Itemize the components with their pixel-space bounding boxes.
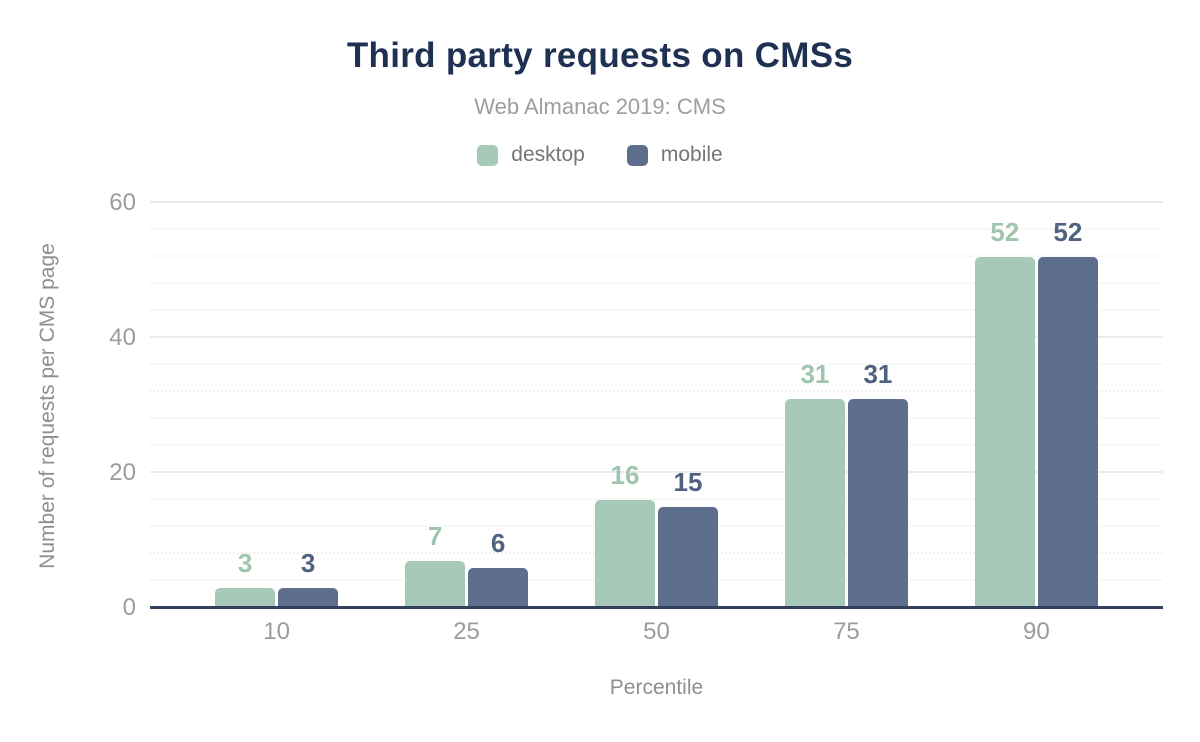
bar-value-label: 6 — [490, 527, 506, 558]
bar-value-label: 7 — [427, 520, 443, 551]
bar-value-label: 52 — [1053, 217, 1083, 247]
x-tick-label: 50 — [643, 618, 670, 645]
bar-value-label: 16 — [610, 460, 640, 490]
plot-area: 3 3 7 6 16 15 31 31 52 52 — [150, 201, 1163, 609]
bar-value-label: 31 — [863, 358, 893, 389]
bar-mobile-p25[interactable] — [468, 567, 529, 608]
bar-desktop-p75[interactable] — [784, 398, 845, 608]
chart-title: Third party requests on CMSs — [346, 36, 854, 75]
minor-gridline — [150, 552, 1163, 554]
bar-desktop-p25[interactable] — [405, 560, 466, 608]
bar-value-label: 31 — [800, 358, 830, 389]
x-tick-label: 25 — [453, 618, 480, 645]
minor-gridline — [150, 309, 1163, 311]
x-tick-label: 90 — [1023, 618, 1050, 645]
bar-desktop-p50[interactable] — [595, 500, 655, 608]
legend-swatch-icon — [477, 144, 499, 166]
minor-gridline — [150, 579, 1163, 581]
bar-desktop-p90[interactable] — [974, 257, 1035, 608]
y-tick-label: 20 — [109, 459, 136, 486]
legend: desktop mobile — [0, 143, 1200, 167]
minor-gridline — [150, 282, 1163, 284]
minor-gridline — [150, 255, 1163, 257]
legend-swatch-icon — [626, 144, 648, 166]
major-gridline — [150, 471, 1163, 473]
x-tick-label: 75 — [833, 618, 860, 645]
y-axis-title: Number of requests per CMS page — [36, 243, 59, 569]
minor-gridline — [150, 417, 1163, 419]
y-tick-label: 60 — [109, 189, 136, 216]
minor-gridline — [150, 363, 1163, 365]
bar-value-label: 15 — [673, 466, 703, 497]
minor-gridline — [150, 444, 1163, 446]
minor-gridline — [150, 525, 1163, 527]
chart-subtitle: Web Almanac 2019: CMS — [474, 94, 726, 119]
x-axis-line — [150, 606, 1163, 609]
minor-gridline — [150, 228, 1163, 230]
x-tick-label: 10 — [263, 618, 290, 645]
legend-item-desktop: desktop — [477, 143, 585, 167]
major-gridline — [150, 336, 1163, 338]
minor-gridline — [150, 390, 1163, 392]
bar-desktop-p10[interactable] — [215, 587, 276, 608]
y-tick-label: 40 — [109, 324, 136, 351]
major-gridline — [150, 201, 1163, 203]
bar-value-label: 52 — [990, 217, 1020, 247]
minor-gridline — [150, 498, 1163, 500]
bar-mobile-p75[interactable] — [847, 398, 908, 608]
x-axis-title: Percentile — [609, 676, 704, 699]
bar-mobile-p10[interactable] — [278, 587, 339, 608]
legend-item-mobile: mobile — [626, 143, 723, 167]
bar-mobile-p90[interactable] — [1037, 257, 1098, 608]
bar-value-label: 3 — [300, 547, 316, 578]
y-tick-label: 0 — [122, 594, 136, 621]
legend-label: mobile — [660, 143, 723, 166]
bar-value-label: 3 — [237, 547, 253, 578]
bar-mobile-p50[interactable] — [658, 506, 718, 608]
legend-label: desktop — [511, 143, 585, 166]
